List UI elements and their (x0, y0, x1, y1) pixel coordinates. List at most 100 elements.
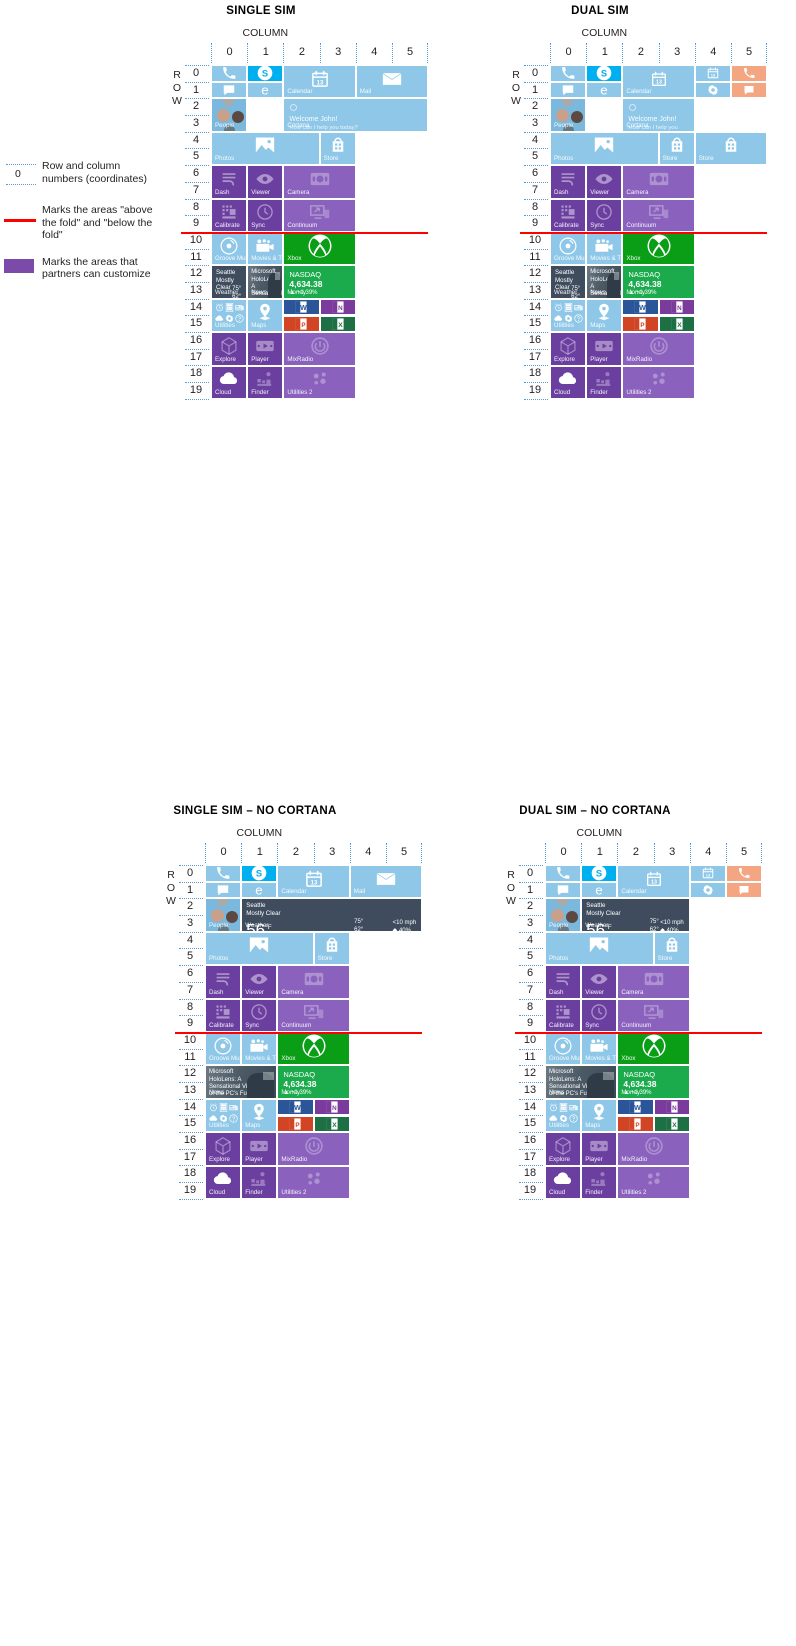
tile-continuum[interactable]: Continuum (622, 198, 695, 232)
tile-people[interactable]: People (205, 898, 242, 932)
tile-onenote[interactable]: N (653, 1098, 690, 1116)
tile-utilities[interactable]: Utilities (550, 298, 587, 333)
tile-skype[interactable]: S (241, 865, 278, 882)
tile-phone[interactable] (211, 65, 248, 82)
tile-calibrate[interactable]: Calibrate (550, 198, 587, 232)
tile-messaging[interactable] (550, 81, 587, 99)
tile-explore[interactable]: Explore (211, 332, 248, 366)
tile-calibrate[interactable]: Calibrate (205, 998, 242, 1032)
tile-cortana[interactable]: Welcome John!How can I help you today?Co… (622, 98, 695, 132)
tile-gear[interactable] (689, 881, 726, 899)
tile-groove[interactable]: Groove Music (205, 1032, 242, 1066)
tile-skype[interactable]: S (581, 865, 618, 882)
tile-photos[interactable]: Photos (545, 931, 654, 966)
tile-news[interactable]: Microsoft HoloLens: A Sensational Vision… (205, 1065, 278, 1099)
tile-phone[interactable] (205, 865, 242, 882)
tile-word[interactable]: W (622, 298, 659, 316)
tile-continuum[interactable]: Continuum (277, 998, 350, 1032)
tile-xbox[interactable]: Xbox (622, 232, 695, 266)
tile-calendar[interactable]: 13 Calendar (622, 65, 695, 99)
tile-player[interactable]: Player (586, 332, 623, 366)
tile-news[interactable]: Microsoft HoloLens: A Sensational Vision… (545, 1065, 618, 1099)
tile-people[interactable]: People (550, 98, 587, 132)
tile-groove[interactable]: Groove Music (550, 232, 587, 266)
tile-news[interactable]: Microsoft HoloLens: A Sensational Vision… (247, 265, 284, 299)
tile-edge[interactable]: e (586, 81, 623, 99)
tile-cloud[interactable]: Cloud (550, 365, 587, 399)
tile-skype[interactable]: S (247, 65, 284, 82)
tile-dash[interactable]: Dash (211, 165, 248, 199)
tile-gear[interactable] (694, 81, 731, 99)
tile-sync[interactable]: Sync (247, 198, 284, 232)
tile-utilities[interactable]: Utilities (545, 1098, 582, 1133)
tile-explore[interactable]: Explore (205, 1132, 242, 1166)
tile-mixradio[interactable]: MixRadio (277, 1132, 350, 1166)
tile-extra[interactable]: Utilities 2 (283, 365, 356, 399)
tile-powerpoint[interactable]: P (277, 1115, 314, 1133)
tile-calendar[interactable]: 13 Calendar (283, 65, 356, 99)
tile-powerpoint[interactable]: P (622, 315, 659, 333)
tile-onenote[interactable]: N (658, 298, 695, 316)
tile-weather[interactable]: Seattle Mostly Clear 56°F 75° 62° <10 mph ◆ 40… (581, 898, 690, 932)
tile-messaging[interactable] (726, 881, 763, 899)
tile-mixradio[interactable]: MixRadio (622, 332, 695, 366)
tile-people[interactable]: People (211, 98, 248, 132)
tile-player[interactable]: Player (581, 1132, 618, 1166)
tile-calendar[interactable]: 13 (694, 65, 731, 82)
tile-extra[interactable]: Utilities 2 (277, 1165, 350, 1199)
tile-finder[interactable]: Finder (586, 365, 623, 399)
tile-edge[interactable]: e (247, 81, 284, 99)
tile-calibrate[interactable]: Calibrate (211, 198, 248, 232)
tile-camera[interactable]: Camera (277, 965, 350, 999)
tile-skype[interactable]: S (586, 65, 623, 82)
tile-camera[interactable]: Camera (283, 165, 356, 199)
tile-excel[interactable]: X (319, 315, 356, 333)
tile-viewer[interactable]: Viewer (241, 965, 278, 999)
tile-maps[interactable]: Maps (247, 298, 284, 333)
tile-people[interactable]: People (545, 898, 582, 932)
tile-dash[interactable]: Dash (550, 165, 587, 199)
tile-continuum[interactable]: Continuum (283, 198, 356, 232)
tile-phone[interactable] (731, 65, 768, 82)
tile-store[interactable]: Store (694, 131, 768, 166)
tile-mail[interactable]: Mail (355, 65, 429, 99)
tile-messaging[interactable] (731, 81, 768, 99)
tile-finder[interactable]: Finder (247, 365, 284, 399)
tile-movies[interactable]: Movies & TV (586, 232, 623, 266)
tile-utilities[interactable]: Utilities (211, 298, 248, 333)
tile-photos[interactable]: Photos (550, 131, 659, 166)
tile-phone[interactable] (545, 865, 582, 882)
tile-xbox[interactable]: Xbox (277, 1032, 350, 1066)
tile-photos[interactable]: Photos (205, 931, 314, 966)
tile-word[interactable]: W (283, 298, 320, 316)
tile-excel[interactable]: X (653, 1115, 690, 1133)
tile-groove[interactable]: Groove Music (545, 1032, 582, 1066)
tile-excel[interactable]: X (313, 1115, 350, 1133)
tile-excel[interactable]: X (658, 315, 695, 333)
tile-messaging[interactable] (205, 881, 242, 899)
tile-powerpoint[interactable]: P (617, 1115, 654, 1133)
tile-calendar[interactable]: 13 Calendar (277, 865, 350, 899)
tile-store[interactable]: Store (313, 931, 350, 966)
tile-utilities[interactable]: Utilities (205, 1098, 242, 1133)
tile-explore[interactable]: Explore (545, 1132, 582, 1166)
tile-mixradio[interactable]: MixRadio (283, 332, 356, 366)
tile-cortana[interactable]: Welcome John!How can I help you today?Co… (283, 98, 429, 132)
tile-cloud[interactable]: Cloud (205, 1165, 242, 1199)
tile-cloud[interactable]: Cloud (545, 1165, 582, 1199)
tile-phone[interactable] (726, 865, 763, 882)
tile-store[interactable]: Store (319, 131, 356, 166)
tile-maps[interactable]: Maps (581, 1098, 618, 1133)
tile-groove[interactable]: Groove Music (211, 232, 248, 266)
tile-messaging[interactable] (545, 881, 582, 899)
tile-finder[interactable]: Finder (581, 1165, 618, 1199)
tile-calendar[interactable]: 13 Calendar (617, 865, 690, 899)
tile-dash[interactable]: Dash (545, 965, 582, 999)
tile-onenote[interactable]: N (313, 1098, 350, 1116)
tile-onenote[interactable]: N (319, 298, 356, 316)
